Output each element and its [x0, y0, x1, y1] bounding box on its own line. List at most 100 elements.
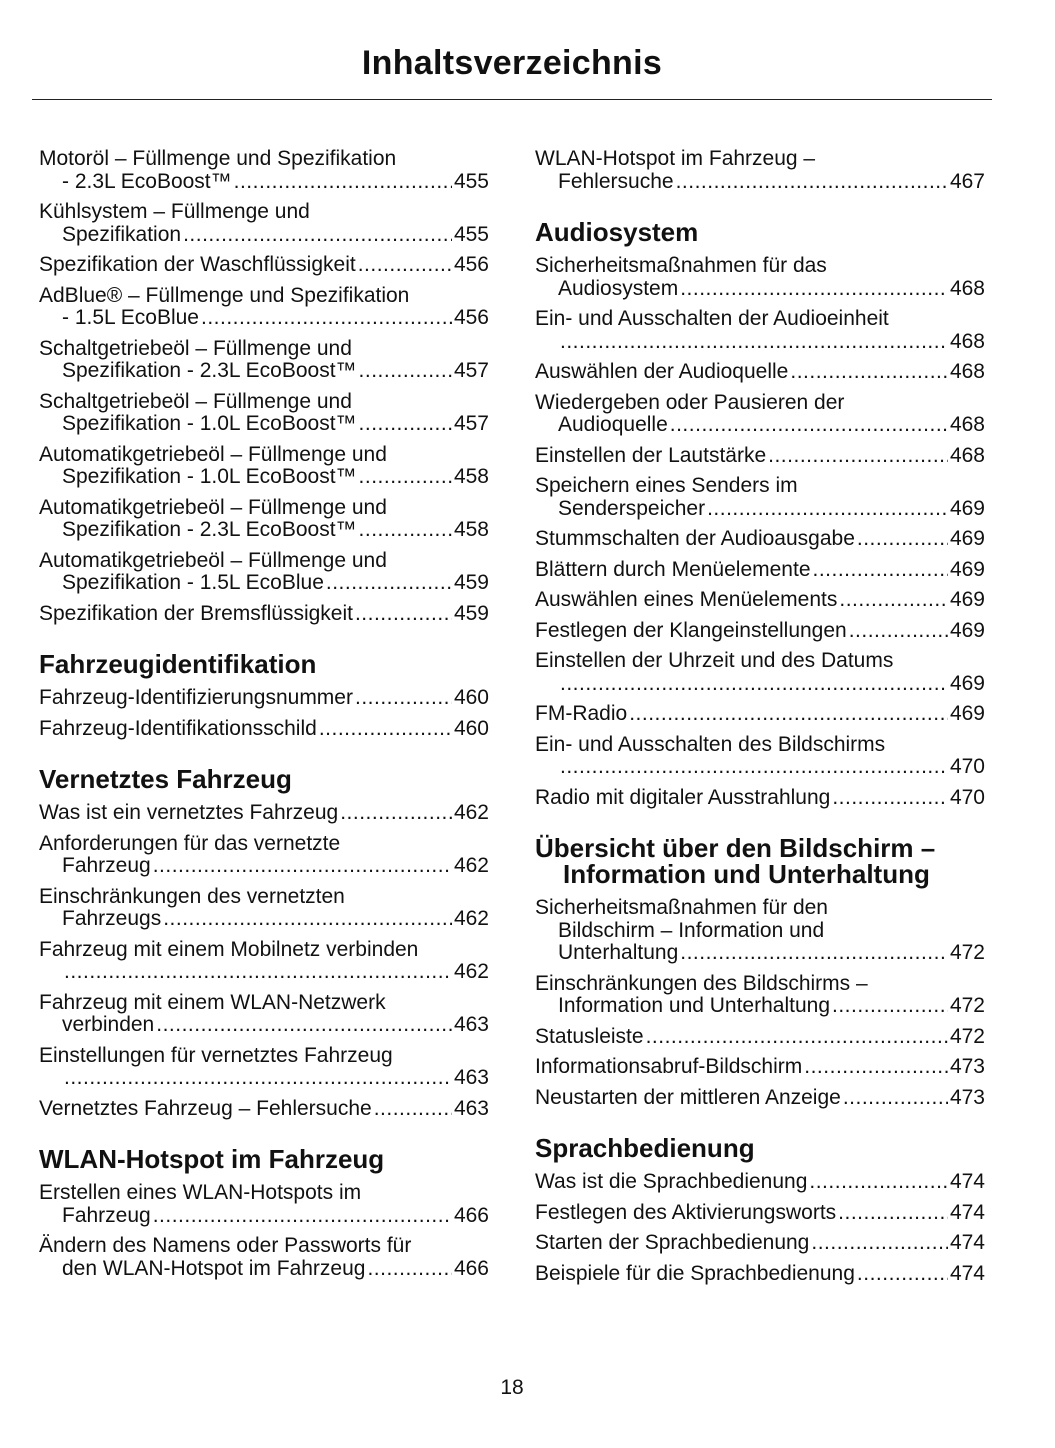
- toc-entry-line: Einschränkungen des vernetzten: [39, 885, 489, 909]
- toc-entry[interactable]: Festlegen der Klangeinstellungen 469: [535, 618, 985, 643]
- dot-leader: [234, 171, 452, 194]
- toc-entry[interactable]: Einstellen der Lautstärke 468: [535, 443, 985, 468]
- toc-entry[interactable]: Fahrzeug-Identifizierungsnummer 460: [39, 686, 489, 710]
- toc-entry[interactable]: FM-Radio 469: [535, 702, 985, 726]
- toc-entry-line: Sicherheitsmaßnahmen für das: [535, 254, 985, 278]
- toc-entry[interactable]: Ändern des Namens oder Passworts für den …: [39, 1234, 489, 1281]
- toc-entry[interactable]: Wiedergeben oder Pausieren der Audioquell…: [535, 391, 985, 437]
- toc-entry-last-line: den WLAN-Hotspot im Fahrzeug 466: [39, 1257, 489, 1281]
- toc-entry-line: Speichern eines Senders im: [535, 474, 985, 498]
- toc-entry-text: Ein- und Ausschalten der Audioeinheit: [535, 307, 889, 330]
- toc-entry[interactable]: Schaltgetriebeöl – Füllmenge und Spezifik…: [39, 336, 489, 383]
- dot-leader: [64, 1067, 452, 1090]
- toc-page-number: 457: [453, 359, 489, 382]
- toc-entry[interactable]: Fahrzeug-Identifikationsschild 460: [39, 717, 489, 741]
- toc-entry-text: Festlegen der Klangeinstellungen: [535, 618, 847, 642]
- toc-entry-text: Automatikgetriebeöl – Füllmenge und: [39, 495, 387, 519]
- dot-leader: [359, 466, 452, 489]
- toc-entry-text: Schaltgetriebeöl – Füllmenge und: [39, 389, 352, 413]
- toc-entry[interactable]: Was ist die Sprachbedienung 474: [535, 1170, 985, 1194]
- toc-page-number: 469: [949, 702, 985, 725]
- toc-entry[interactable]: Schaltgetriebeöl – Füllmenge und Spezifik…: [39, 389, 489, 436]
- toc-entry-text: Festlegen des Aktivierungsworts: [535, 1200, 837, 1224]
- toc-entry[interactable]: Automatikgetriebeöl – Füllmenge und Spezi…: [39, 443, 489, 489]
- toc-page-number: 462: [453, 907, 489, 930]
- toc-entry-last-line: Was ist die Sprachbedienung 474: [535, 1170, 985, 1194]
- dot-leader: [359, 519, 452, 542]
- dot-leader: [646, 1026, 948, 1049]
- toc-entry[interactable]: Was ist ein vernetztes Fahrzeug 462: [39, 801, 489, 825]
- toc-entry[interactable]: Erstellen eines WLAN-Hotspots im Fahrzeug…: [39, 1181, 489, 1228]
- toc-entry-text: Statusleiste: [535, 1024, 644, 1048]
- toc-entry-line: Wiedergeben oder Pausieren der: [535, 391, 985, 415]
- toc-entry[interactable]: Speichern eines Senders im Senderspeicher…: [535, 474, 985, 520]
- toc-entry[interactable]: Motoröl – Füllmenge und Spezifikation - 2…: [39, 147, 489, 194]
- toc-entry-last-line: Einstellen der Lautstärke 468: [535, 443, 985, 468]
- toc-entry[interactable]: Radio mit digitaler Ausstrahlung 470: [535, 786, 985, 810]
- toc-entry-line: Schaltgetriebeöl – Füllmenge und: [39, 389, 489, 414]
- toc-entry-last-line: Auswählen eines Menüelements 469: [535, 588, 985, 612]
- toc-entry-text: Einschränkungen des Bildschirms –: [535, 971, 868, 995]
- toc-entry[interactable]: Auswählen der Audioquelle 468: [535, 360, 985, 384]
- dot-leader: [843, 1087, 948, 1110]
- dot-leader: [326, 572, 452, 595]
- toc-entry[interactable]: AdBlue® – Füllmenge und Spezifikation - 1…: [39, 284, 489, 330]
- toc-page-number: 456: [453, 253, 489, 276]
- toc-page-number: 468: [949, 443, 985, 467]
- toc-entry[interactable]: Einschränkungen des Bildschirms – Informa…: [535, 971, 985, 1018]
- toc-entry[interactable]: Stummschalten der Audioausgabe 469: [535, 527, 985, 551]
- toc-entry-last-line: Fahrzeug-Identifikationsschild 460: [39, 717, 489, 741]
- toc-entry[interactable]: Neustarten der mittleren Anzeige 473: [535, 1086, 985, 1110]
- toc-page-number: 463: [453, 1096, 489, 1120]
- toc-entry[interactable]: Starten der Sprachbedienung 474: [535, 1231, 985, 1255]
- toc-entry[interactable]: Spezifikation der Bremsflüssigkeit 459: [39, 601, 489, 626]
- toc-entry-text: Schaltgetriebeöl – Füllmenge und: [39, 336, 352, 360]
- dot-leader: [857, 1263, 948, 1286]
- toc-entry-line: Sicherheitsmaßnahmen für den: [535, 896, 985, 920]
- toc-entry[interactable]: Einstellen der Uhrzeit und des Datums 469: [535, 649, 985, 695]
- toc-entry-text: Ein- und Ausschalten des Bildschirms: [535, 732, 886, 756]
- toc-entry-line: Automatikgetriebeöl – Füllmenge und: [39, 549, 489, 573]
- toc-entry[interactable]: Beispiele für die Sprachbedienung 474: [535, 1262, 985, 1286]
- toc-entry[interactable]: Statusleiste 472: [535, 1024, 985, 1049]
- toc-entry[interactable]: Automatikgetriebeöl – Füllmenge und Spezi…: [39, 495, 489, 542]
- toc-entry[interactable]: Ein- und Ausschalten des Bildschirms 470: [535, 732, 985, 779]
- dot-leader: [374, 1098, 452, 1121]
- toc-entry[interactable]: Fahrzeug mit einem WLAN-Netzwerk verbinde…: [39, 991, 489, 1037]
- toc-entry[interactable]: Blättern durch Menüelemente 469: [535, 558, 985, 582]
- toc-entry[interactable]: WLAN-Hotspot im Fahrzeug –Fehlersuche 467: [535, 147, 985, 193]
- toc-entry-last-line: Vernetztes Fahrzeug – Fehlersuche 463: [39, 1096, 489, 1121]
- toc-entry-line: Schaltgetriebeöl – Füllmenge und: [39, 336, 489, 361]
- toc-entry[interactable]: Ein- und Ausschalten der Audioeinheit 468: [535, 307, 985, 353]
- toc-entry-text: Bildschirm – Information und: [558, 918, 825, 942]
- toc-page-number: 468: [949, 360, 985, 383]
- dot-leader: [64, 961, 452, 984]
- toc-entry-text: Motoröl – Füllmenge und Spezifikation: [39, 147, 397, 170]
- toc-entry-text: Spezifikation der Bremsflüssigkeit: [39, 601, 353, 625]
- toc-entry[interactable]: Festlegen des Aktivierungsworts 474: [535, 1200, 985, 1225]
- dot-leader: [804, 1056, 948, 1079]
- toc-entry-text: Senderspeicher: [558, 496, 706, 520]
- toc-page-number: 463: [453, 1013, 489, 1036]
- dot-leader: [367, 1258, 451, 1281]
- toc-entry-last-line: Fahrzeug 466: [39, 1204, 489, 1228]
- toc-entry-text: Auswählen eines Menüelements: [535, 588, 838, 611]
- toc-entry[interactable]: Auswählen eines Menüelements 469: [535, 588, 985, 612]
- toc-entry-last-line: Unterhaltung 472: [535, 941, 985, 965]
- toc-entry[interactable]: Informationsabruf-Bildschirm 473: [535, 1055, 985, 1079]
- toc-entry[interactable]: Sicherheitsmaßnahmen für den Bildschirm –…: [535, 896, 985, 965]
- toc-entry[interactable]: Automatikgetriebeöl – Füllmenge und Spezi…: [39, 549, 489, 595]
- section-heading: Vernetztes Fahrzeug: [39, 764, 292, 794]
- toc-entry-line: WLAN-Hotspot im Fahrzeug –: [535, 147, 985, 171]
- toc-entry[interactable]: Fahrzeug mit einem Mobilnetz verbinden 46…: [39, 938, 489, 984]
- toc-entry[interactable]: Spezifikation der Waschflüssigkeit 456: [39, 253, 489, 277]
- toc-entry-last-line: Neustarten der mittleren Anzeige 473: [535, 1086, 985, 1110]
- toc-entry[interactable]: Einstellungen für vernetztes Fahrzeug 463: [39, 1044, 489, 1090]
- toc-page-number: 468: [949, 276, 985, 300]
- toc-entry[interactable]: Vernetztes Fahrzeug – Fehlersuche 463: [39, 1096, 489, 1121]
- dot-leader: [560, 756, 948, 779]
